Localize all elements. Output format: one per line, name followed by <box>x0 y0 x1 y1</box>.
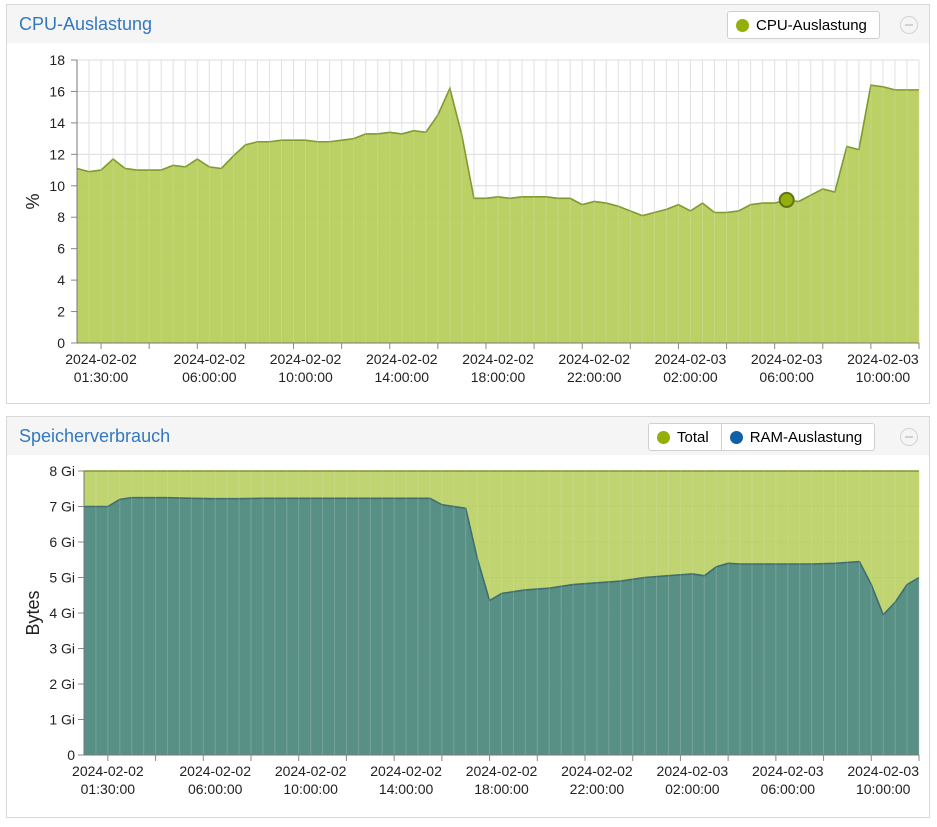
y-tick-label: 2 Gi <box>49 676 75 692</box>
memory-panel-title: Speicherverbrauch <box>19 426 171 446</box>
x-tick-label: 10:00:00 <box>856 781 911 797</box>
x-tick-label: 2024-02-03 <box>752 763 824 779</box>
x-tick-label: 2024-02-02 <box>462 351 534 367</box>
x-tick-label: 02:00:00 <box>665 781 720 797</box>
x-tick-label: 18:00:00 <box>471 369 526 385</box>
cpu-panel-header: CPU-Auslastung CPU-Auslastung <box>7 5 929 43</box>
y-tick-label: 14 <box>49 115 65 131</box>
y-tick-label: 18 <box>49 52 65 68</box>
series-line-1 <box>84 496 920 617</box>
y-tick-label: 12 <box>49 146 65 162</box>
y-tick-label: 0 <box>57 335 65 351</box>
legend-item-ram[interactable]: RAM-Auslastung <box>720 424 875 450</box>
y-axis-title: Bytes <box>23 590 43 635</box>
x-tick-label: 2024-02-02 <box>366 351 438 367</box>
x-tick-label: 2024-02-02 <box>179 763 251 779</box>
series-line-0 <box>76 84 919 217</box>
legend-dot-icon <box>736 18 749 32</box>
x-tick-label: 22:00:00 <box>567 369 622 385</box>
y-tick-label: 8 <box>57 209 65 225</box>
x-tick-label: 10:00:00 <box>856 369 911 385</box>
y-tick-label: 4 <box>57 272 65 288</box>
collapse-icon[interactable] <box>900 428 918 446</box>
memory-chart: 0 1 Gi 2 Gi 3 Gi 4 Gi 5 Gi 6 Gi 7 Gi 8 Gi 2024-02… <box>23 463 920 797</box>
y-tick-label: 0 <box>67 747 75 763</box>
legend-label-total: Total <box>677 428 709 446</box>
x-tick-label: 2024-02-02 <box>466 763 538 779</box>
cpu-legend: CPU-Auslastung <box>727 11 880 39</box>
y-axis-title: % <box>23 193 43 209</box>
x-tick-label: 06:00:00 <box>182 369 237 385</box>
highlight-point <box>778 191 795 208</box>
x-tick-label: 10:00:00 <box>278 369 333 385</box>
y-tick-label: 4 Gi <box>49 605 75 621</box>
x-tick-label: 14:00:00 <box>375 369 430 385</box>
x-tick-label: 2024-02-02 <box>65 351 137 367</box>
x-tick-label: 2024-02-03 <box>657 763 729 779</box>
y-tick-label: 1 Gi <box>49 712 75 728</box>
x-tick-label: 2024-02-03 <box>847 351 919 367</box>
y-tick-label: 7 Gi <box>49 499 75 515</box>
legend-item-cpu[interactable]: CPU-Auslastung <box>728 12 879 38</box>
x-tick-label: 01:30:00 <box>81 781 136 797</box>
legend-item-total[interactable]: Total <box>649 424 721 450</box>
cpu-chart: 0 2 4 6 8 10 12 14 16 18 2024-02-02 01:30:00 2024-02… <box>23 52 920 385</box>
y-tick-label: 10 <box>49 178 65 194</box>
cpu-panel-title: CPU-Auslastung <box>19 14 153 34</box>
x-tick-label: 22:00:00 <box>570 781 625 797</box>
x-tick-label: 2024-02-03 <box>751 351 823 367</box>
x-tick-label: 02:00:00 <box>663 369 718 385</box>
y-tick-label: 8 Gi <box>49 463 75 479</box>
memory-legend: Total RAM-Auslastung <box>648 423 876 451</box>
x-tick-label: 14:00:00 <box>379 781 434 797</box>
x-tick-label: 18:00:00 <box>474 781 529 797</box>
x-tick-label: 2024-02-02 <box>174 351 246 367</box>
legend-dot-icon <box>657 430 670 444</box>
x-tick-label: 06:00:00 <box>188 781 243 797</box>
y-tick-label: 2 <box>57 304 65 320</box>
x-tick-label: 10:00:00 <box>283 781 338 797</box>
x-tick-label: 01:30:00 <box>74 369 129 385</box>
legend-label-ram: RAM-Auslastung <box>749 428 863 446</box>
x-tick-label: 2024-02-02 <box>561 763 633 779</box>
legend-label-cpu: CPU-Auslastung <box>756 16 867 34</box>
series-area-0 <box>77 85 919 344</box>
x-tick-label: 2024-02-02 <box>270 351 342 367</box>
collapse-icon[interactable] <box>900 16 918 34</box>
y-tick-label: 16 <box>49 83 65 99</box>
y-tick-label: 6 <box>57 241 65 257</box>
grid-overlay <box>83 471 920 755</box>
x-tick-label: 2024-02-02 <box>72 763 144 779</box>
x-tick-label: 06:00:00 <box>759 369 814 385</box>
x-tick-label: 2024-02-03 <box>655 351 727 367</box>
series-area-1 <box>84 497 919 755</box>
grid-overlay <box>76 60 920 343</box>
y-tick-label: 5 Gi <box>49 570 75 586</box>
y-tick-label: 6 Gi <box>49 534 75 550</box>
y-tick-label: 3 Gi <box>49 641 75 657</box>
memory-panel-header: Speicherverbrauch Total RAM-Auslastung <box>7 417 929 455</box>
x-tick-label: 2024-02-02 <box>558 351 630 367</box>
cpu-panel: CPU-Auslastung CPU-Auslastung 0 2 4 6 8 10 12 1… <box>6 4 930 404</box>
memory-panel: Speicherverbrauch Total RAM-Auslastung 0… <box>6 416 930 818</box>
x-tick-label: 2024-02-02 <box>275 763 347 779</box>
x-tick-label: 2024-02-03 <box>847 763 919 779</box>
x-tick-label: 06:00:00 <box>761 781 816 797</box>
legend-dot-icon <box>729 430 743 444</box>
x-tick-label: 2024-02-02 <box>370 763 442 779</box>
